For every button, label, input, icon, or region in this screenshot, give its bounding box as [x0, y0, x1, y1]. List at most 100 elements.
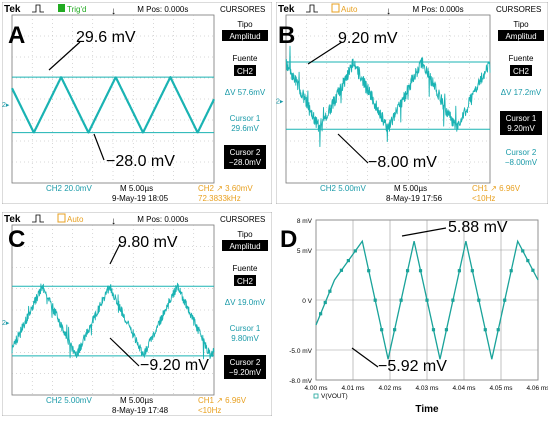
fuente-label: Fuente [233, 264, 258, 273]
tipo-label: Tipo [237, 230, 253, 239]
fuente-value: CH2 [237, 277, 254, 286]
time-scale: M 5.00µs [120, 396, 153, 405]
series-marker [526, 259, 530, 263]
x-tick-label: 4.00 ms [304, 385, 328, 392]
series-marker [353, 249, 357, 253]
series-marker [405, 269, 410, 273]
scope-screen-b: Tek Auto ↓ M Pos: 0.000s CURSORES 2▸ Tipo Ampli… [275, 1, 549, 205]
cursor1-label: Cursor 1 [506, 114, 537, 123]
fuente-value-box [234, 65, 256, 76]
series-marker [399, 298, 403, 302]
series-marker [483, 328, 487, 332]
series-marker [373, 298, 377, 302]
trigger-status: Auto [341, 5, 358, 14]
cursor2-value: −28.0mV [229, 158, 262, 167]
frequency-readout: 72.3833kHz [198, 194, 241, 203]
brand-label: Tek [4, 214, 21, 225]
legend-marker [313, 393, 319, 399]
legend-label: V(VOUT) [321, 393, 348, 400]
delta-voltage: ΔV 57.6mV [225, 88, 266, 97]
trigger-level: CH1 ↗ 6.96V [472, 184, 521, 193]
trigger-position-arrow-icon: ↓ [111, 216, 116, 227]
series-marker [393, 328, 397, 332]
fuente-value-box [234, 275, 256, 286]
tipo-value-box [222, 240, 268, 251]
cursor1-value: 9.20mV [507, 124, 535, 133]
cursor2-value: −8.00mV [505, 158, 538, 167]
y-tick-label: 0 V [302, 298, 312, 305]
cursor1-value: 9.80mV [231, 334, 259, 343]
series-marker [339, 268, 344, 272]
panel-letter-b: B [278, 22, 296, 49]
y-tick-label: 5 mV [297, 248, 313, 255]
y-tick-label: -5.0 mV [289, 348, 312, 355]
series-marker [425, 298, 429, 302]
series-marker [323, 300, 327, 305]
trigger-status: Auto [67, 215, 84, 224]
date-time: 8-May-19 17:56 [386, 194, 443, 203]
frequency-readout: <10Hz [472, 194, 495, 203]
series-marker [496, 328, 500, 332]
series-marker [319, 312, 323, 316]
series-marker [509, 269, 513, 273]
annotation-d-bottom: −5.92 mV [378, 358, 447, 375]
cursor2-value: −9.20mV [229, 368, 262, 377]
annotation-d-top: 5.88 mV [448, 219, 508, 236]
series-marker [418, 269, 423, 273]
annotation-b-top: 9.20 mV [338, 30, 398, 47]
panel-letter-c: C [8, 226, 26, 253]
annotation-a-top: 29.6 mV [76, 29, 136, 46]
menu-title: CURSORES [220, 215, 265, 224]
brand-label: Tek [4, 4, 21, 15]
tipo-label: Tipo [237, 20, 253, 29]
channel-ground-marker: 2▸ [276, 99, 284, 106]
series-marker [380, 328, 384, 332]
trigger-waveform-icon [32, 214, 44, 223]
series-marker [531, 268, 535, 272]
cursor1-label: Cursor 1 [230, 324, 261, 333]
trigger-level: CH1 ↗ 6.96V [198, 396, 247, 405]
series-marker [521, 249, 525, 253]
trigger-status-icon [331, 3, 340, 13]
scope-screen-a: Tek Trig'd ↓ M Pos: 0.000s CURSORES 2▸ Tipo Amp… [1, 1, 273, 205]
trigger-position-arrow-icon: ↓ [386, 6, 391, 17]
fuente-value: CH2 [237, 67, 254, 76]
trigger-status-icon [57, 213, 66, 223]
fuente-value: CH2 [513, 67, 530, 76]
annotation-c-bottom: −9.20 mV [140, 357, 209, 374]
fuente-label: Fuente [509, 54, 534, 63]
cursor2-label: Cursor 2 [506, 148, 537, 157]
menu-title: CURSORES [220, 5, 265, 14]
frequency-readout: <10Hz [198, 406, 221, 415]
annotation-c-top: 9.80 mV [118, 234, 178, 251]
tipo-value: Amplitud [505, 32, 536, 41]
brand-label: Tek [278, 4, 295, 15]
channel-scale: CH2 5.00mV [320, 184, 366, 193]
time-scale: M 5.00µs [120, 184, 153, 193]
cursor-menu: Tipo Amplitud Fuente CH2 ΔV 17.2mV Cursor 19.… [498, 20, 544, 167]
panel-letter-a: A [8, 22, 26, 49]
series-marker [367, 269, 371, 273]
scope-panel-c: Tek Auto ↓ M Pos: 0.000s CURSORES 2▸ Tipo Ampli… [1, 211, 273, 417]
horizontal-position: M Pos: 0.000s [137, 5, 188, 14]
series-marker [457, 269, 461, 273]
trigger-waveform-icon [306, 4, 318, 13]
x-tick-label: 4.06 ms [526, 385, 548, 392]
y-tick-label: -8.0 mV [289, 378, 312, 385]
tipo-value-box [498, 30, 544, 41]
channel-scale: CH2 20.0mV [46, 184, 92, 193]
series-marker [451, 298, 455, 302]
cursor2-label: Cursor 2 [230, 358, 261, 367]
series-marker [503, 298, 507, 302]
sim-panel-d: 8 mV 5 mV 0 V -5.0 mV -8.0 mV 4.00 ms 4.01 ms 4… [276, 212, 550, 416]
delta-voltage: ΔV 17.2mV [501, 88, 542, 97]
trigger-waveform-icon [32, 4, 44, 13]
scope-panel-b: Tek Auto ↓ M Pos: 0.000s CURSORES 2▸ Tipo Ampli… [275, 1, 549, 205]
series-marker [444, 328, 449, 332]
tipo-value-box [222, 30, 268, 41]
delta-voltage: ΔV 19.0mV [225, 298, 266, 307]
series-marker [470, 269, 474, 273]
x-tick-label: 4.01 ms [341, 385, 365, 392]
y-tick-label: 8 mV [297, 218, 313, 225]
horizontal-position: M Pos: 0.000s [137, 215, 188, 224]
